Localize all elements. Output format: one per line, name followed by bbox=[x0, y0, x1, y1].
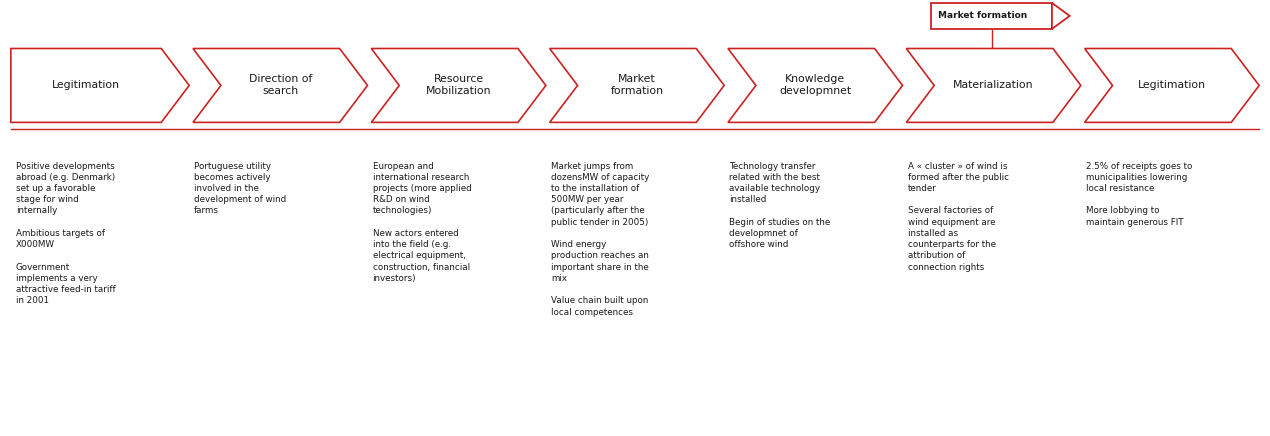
Text: A « cluster » of wind is
formed after the public
tender

Several factories of
wi: A « cluster » of wind is formed after th… bbox=[908, 161, 1008, 272]
Text: Market
formation: Market formation bbox=[611, 75, 663, 96]
Polygon shape bbox=[550, 48, 724, 123]
Text: 2.5% of receipts goes to
municipalities lowering
local resistance

More lobbying: 2.5% of receipts goes to municipalities … bbox=[1086, 161, 1193, 227]
Polygon shape bbox=[728, 48, 903, 123]
Text: Market formation: Market formation bbox=[939, 11, 1027, 20]
Polygon shape bbox=[193, 48, 367, 123]
Text: Direction of
search: Direction of search bbox=[249, 75, 312, 96]
Polygon shape bbox=[1052, 3, 1069, 29]
Text: Market jumps from
dozensMW of capacity
to the installation of
500MW per year
(pa: Market jumps from dozensMW of capacity t… bbox=[551, 161, 649, 317]
Polygon shape bbox=[931, 3, 1052, 29]
Text: Materialization: Materialization bbox=[954, 81, 1034, 90]
Text: Knowledge
developmnet: Knowledge developmnet bbox=[780, 75, 851, 96]
Text: Technology transfer
related with the best
available technology
installed

Begin : Technology transfer related with the bes… bbox=[729, 161, 831, 249]
Polygon shape bbox=[11, 48, 189, 123]
Text: Positive developments
abroad (e.g. Denmark)
set up a favorable
stage for wind
in: Positive developments abroad (e.g. Denma… bbox=[17, 161, 116, 305]
Text: Resource
Mobilization: Resource Mobilization bbox=[425, 75, 491, 96]
Text: Portuguese utility
becomes actively
involved in the
development of wind
farms: Portuguese utility becomes actively invo… bbox=[194, 161, 287, 215]
Text: Legitimation: Legitimation bbox=[52, 81, 121, 90]
Polygon shape bbox=[371, 48, 546, 123]
Polygon shape bbox=[907, 48, 1081, 123]
Text: European and
international research
projects (more applied
R&D on wind
technolog: European and international research proj… bbox=[372, 161, 471, 283]
Polygon shape bbox=[1085, 48, 1259, 123]
Text: Legitimation: Legitimation bbox=[1138, 81, 1206, 90]
